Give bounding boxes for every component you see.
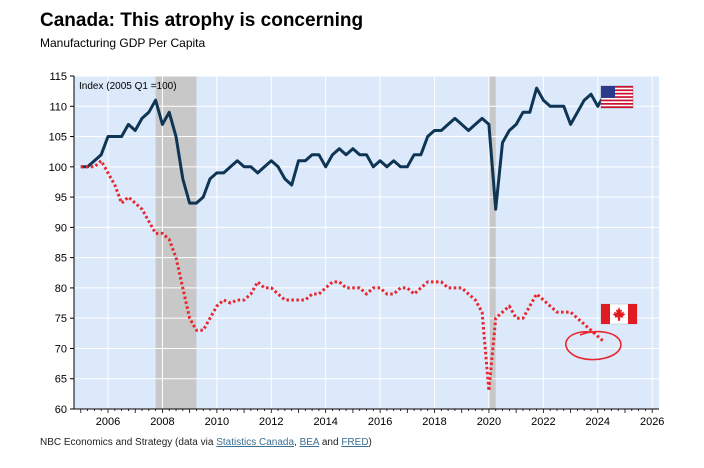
x-tick-label: 2026 <box>640 416 664 428</box>
axes: 60 65 70 75 80 85 90 95 100 105 110 115 2006 2008 2010… <box>49 71 665 428</box>
y-tick-label: 95 <box>55 192 67 204</box>
bea-link[interactable]: BEA <box>299 437 320 448</box>
y-tick-label: 65 <box>55 374 67 386</box>
footer-sep-1: , <box>294 437 300 448</box>
x-tick-label: 2010 <box>205 416 229 428</box>
footer-prefix: NBC Economics and Strategy (data via <box>40 437 217 448</box>
statistics-canada-link[interactable]: Statistics Canada <box>216 437 295 448</box>
source-footer: NBC Economics and Strategy (data via Sta… <box>40 437 372 448</box>
series-line-canada <box>80 159 606 393</box>
y-tick-label: 105 <box>49 132 67 144</box>
recession-bar <box>155 76 197 409</box>
x-tick-label: 2012 <box>259 416 283 428</box>
y-tick-label: 60 <box>55 404 67 416</box>
y-tick-label: 85 <box>55 253 67 265</box>
footer-sep-2: and <box>319 437 342 448</box>
x-tick-label: 2022 <box>531 416 555 428</box>
x-tick-label: 2018 <box>422 416 446 428</box>
x-tick-label: 2014 <box>313 416 337 428</box>
y-tick-label: 70 <box>55 343 67 355</box>
y-tick-label: 100 <box>49 162 67 174</box>
series-lines <box>80 86 606 393</box>
y-tick-label: 90 <box>55 222 67 234</box>
chart-subtitle: Manufacturing GDP Per Capita <box>40 36 206 50</box>
recession-bar <box>488 76 496 409</box>
y-tick-label: 110 <box>49 101 67 113</box>
us-flag-icon <box>600 85 634 109</box>
x-tick-label: 2024 <box>586 416 610 428</box>
y-tick-label: 75 <box>55 313 67 325</box>
y-axis-label: Index (2005 Q1 =100) <box>79 81 177 92</box>
highlight-circle-annotation <box>564 330 622 361</box>
x-tick-label: 2020 <box>477 416 501 428</box>
chart-title: Canada: This atrophy is concerning <box>40 10 364 31</box>
x-tick-label: 2006 <box>96 416 120 428</box>
y-tick-label: 115 <box>49 71 67 83</box>
fred-link[interactable]: FRED <box>341 437 369 448</box>
x-tick-label: 2008 <box>150 416 174 428</box>
y-tick-label: 80 <box>55 283 67 295</box>
x-tick-label: 2016 <box>368 416 392 428</box>
canada-flag-icon <box>600 303 638 325</box>
footer-suffix: ) <box>368 437 372 448</box>
series-line-united-states <box>80 86 606 211</box>
